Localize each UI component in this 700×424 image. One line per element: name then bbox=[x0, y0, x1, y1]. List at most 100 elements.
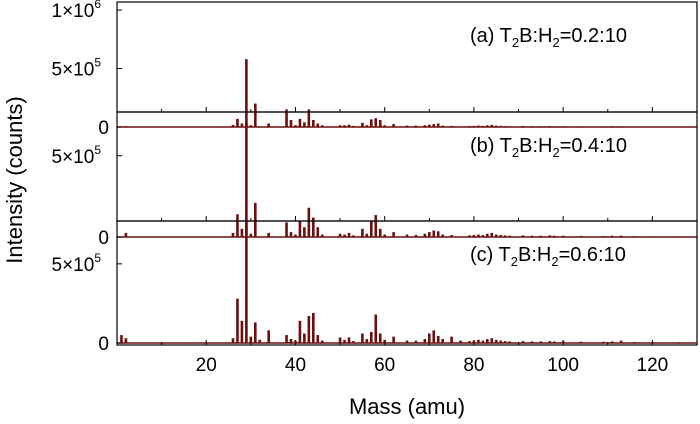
x-tick-label: 120 bbox=[637, 355, 669, 376]
spectrum-bar bbox=[320, 340, 324, 343]
spectrum-bar bbox=[405, 234, 409, 237]
spectrum-bar bbox=[530, 235, 534, 237]
spectrum-bar bbox=[561, 126, 565, 127]
spectrum-bar bbox=[499, 125, 502, 127]
x-tick-label: 80 bbox=[463, 355, 484, 376]
spectrum-bar bbox=[298, 320, 302, 343]
spectrum-bar bbox=[521, 235, 525, 237]
spectrum-bar bbox=[236, 214, 239, 237]
spectrum-bar bbox=[414, 125, 418, 127]
spectrum-bar bbox=[459, 340, 462, 343]
spectrum-bar bbox=[508, 235, 511, 237]
spectrum-bar bbox=[352, 235, 355, 237]
spectrum-bar bbox=[414, 235, 418, 237]
spectrum-bar bbox=[548, 341, 552, 343]
spectrum-bar bbox=[450, 125, 453, 127]
spectrum-bar bbox=[343, 125, 346, 127]
spectrum-bar bbox=[303, 227, 306, 237]
y-tick-label: 5×105 bbox=[52, 143, 102, 168]
spectrum-bar bbox=[432, 330, 436, 343]
spectrum-bar bbox=[236, 298, 239, 343]
spectrum-bar bbox=[477, 125, 480, 127]
spectrum-bar bbox=[494, 125, 498, 127]
spectrum-bar bbox=[486, 339, 489, 343]
spectrum-bar bbox=[307, 109, 311, 127]
spectrum-bar bbox=[441, 339, 444, 343]
spectrum-bar bbox=[392, 232, 395, 237]
spectrum-bar bbox=[481, 235, 485, 237]
spectrum-bar bbox=[508, 341, 511, 343]
spectrum-bar bbox=[320, 234, 324, 237]
spectrum-bar bbox=[481, 340, 485, 343]
spectrum-bar bbox=[530, 126, 534, 127]
spectrum-bar bbox=[481, 125, 485, 127]
spectrum-bar bbox=[468, 235, 471, 237]
spectrum-bar bbox=[521, 341, 525, 343]
spectrum-bar bbox=[236, 118, 239, 127]
spectrum-bar bbox=[436, 123, 440, 127]
x-tick-label: 40 bbox=[285, 355, 306, 376]
spectrum-bar bbox=[352, 125, 355, 127]
spectrum-bar bbox=[490, 124, 494, 127]
spectrum-bar bbox=[316, 335, 320, 343]
spectrum-bar bbox=[486, 125, 489, 127]
spectrum-bar bbox=[383, 339, 386, 343]
spectrum-bar bbox=[124, 232, 128, 237]
spectrum-bar bbox=[619, 126, 623, 127]
y-tick-label: 0 bbox=[98, 228, 109, 249]
spectrum-bar bbox=[552, 126, 556, 127]
spectrum-bar bbox=[490, 338, 494, 343]
spectrum-bar bbox=[307, 316, 311, 343]
spectrum-bar bbox=[503, 235, 507, 237]
spectrum-bar bbox=[539, 235, 543, 237]
spectrum-bar bbox=[374, 118, 378, 127]
spectrum-bar bbox=[579, 126, 583, 127]
x-axis: 20 40 60 80 100 120 bbox=[196, 355, 669, 376]
spectrum-bar bbox=[450, 235, 453, 237]
y-tick-label: 5×105 bbox=[52, 56, 102, 81]
spectrum-bar bbox=[579, 341, 583, 343]
spectrum-bar bbox=[651, 342, 654, 343]
spectrum-bar bbox=[361, 333, 364, 343]
spectrum-bar bbox=[503, 126, 507, 127]
spectrum-bar bbox=[231, 232, 235, 237]
spectrum-bar bbox=[378, 228, 382, 237]
spectrum-bar bbox=[245, 59, 248, 127]
spectrum-bar bbox=[494, 234, 498, 237]
spectrum-bar bbox=[378, 333, 382, 343]
spectrum-bar bbox=[428, 232, 431, 237]
spectrum-bar bbox=[298, 220, 302, 237]
spectrum-bar bbox=[602, 236, 605, 237]
spectrum-bar bbox=[494, 339, 498, 343]
panel-label: (a) T2B:H2=0.2:10 bbox=[470, 25, 627, 50]
spectrum-bar bbox=[423, 233, 427, 237]
spectrum-bar bbox=[352, 341, 355, 343]
spectrum-bar bbox=[289, 232, 293, 237]
panel-frame bbox=[116, 1, 698, 113]
spectrum-bar bbox=[249, 233, 253, 237]
x-tick-label: 60 bbox=[374, 355, 395, 376]
spectrum-bar bbox=[477, 339, 480, 343]
y-tick-label: 5×105 bbox=[52, 251, 102, 276]
panel-frame bbox=[116, 111, 698, 222]
spectrum-bar bbox=[240, 123, 244, 127]
panel-b: 0 5×105 (b) T2B:H2=0.4:10 bbox=[52, 111, 698, 249]
spectrum-bar bbox=[374, 215, 378, 237]
spectrum-bar bbox=[361, 122, 364, 127]
spectrum-bar bbox=[472, 340, 476, 343]
spectrum-bar bbox=[499, 235, 502, 237]
spectrum-bar bbox=[254, 322, 257, 343]
spectrum-bar bbox=[374, 314, 378, 343]
spectrum-bar bbox=[370, 220, 373, 237]
spectrum-bar bbox=[312, 217, 315, 237]
spectrum-bar bbox=[619, 235, 623, 237]
spectrum-bar bbox=[343, 234, 346, 237]
spectrum-bar bbox=[602, 126, 605, 127]
spectrum-bar bbox=[249, 125, 253, 127]
spectrum-bar bbox=[124, 338, 128, 343]
spectrum-bar bbox=[307, 207, 311, 237]
spectrum-bar bbox=[338, 337, 342, 343]
spectrum-bar bbox=[383, 234, 386, 237]
